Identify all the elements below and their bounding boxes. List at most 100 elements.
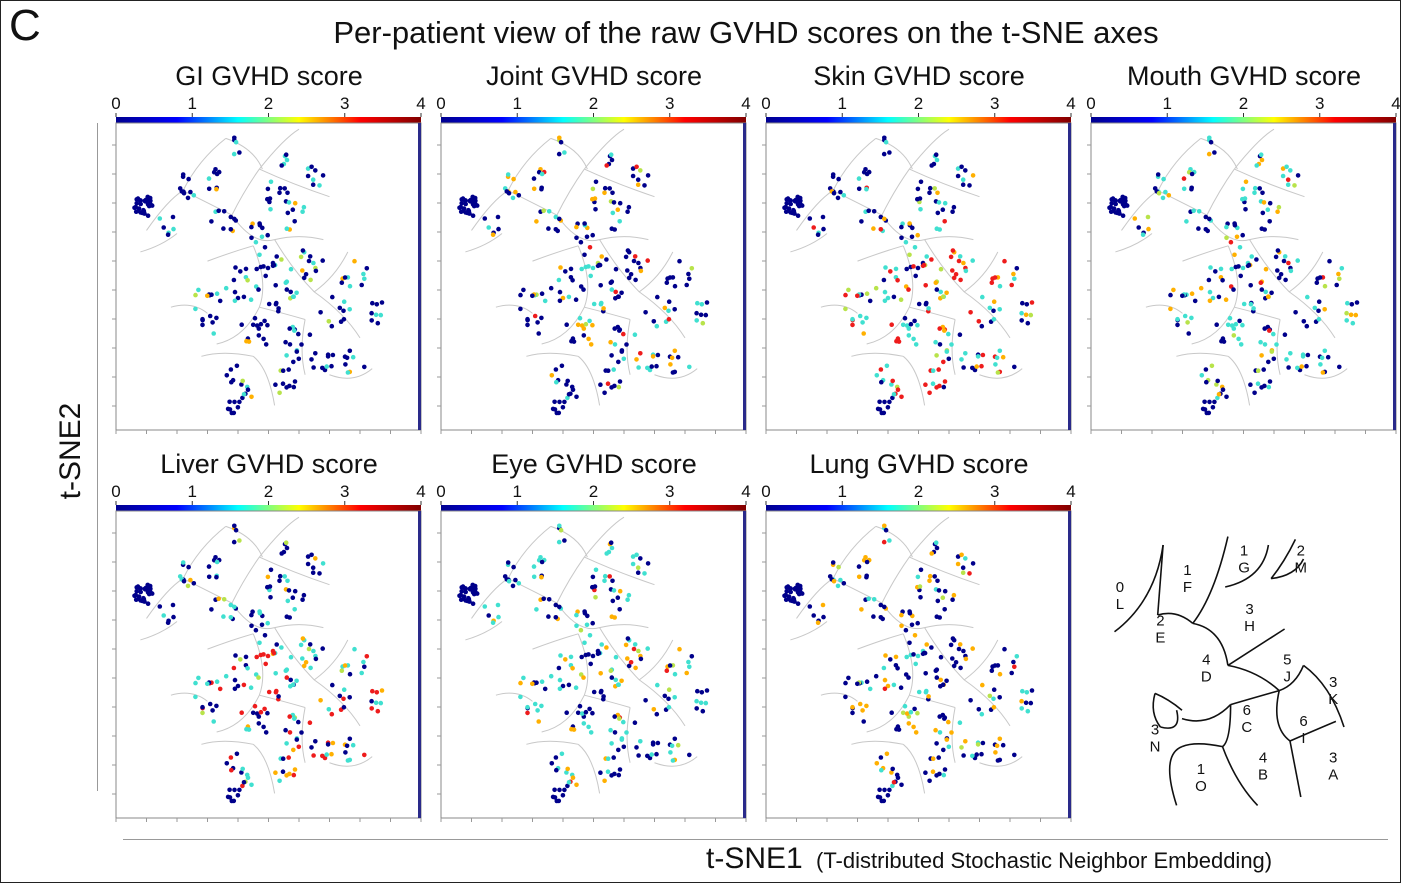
data-point: [923, 301, 929, 307]
data-point: [261, 264, 266, 269]
data-point: [811, 225, 816, 230]
data-point: [970, 646, 975, 651]
data-point: [598, 382, 603, 388]
data-point: [148, 198, 153, 204]
data-point: [944, 349, 950, 354]
data-point: [1248, 382, 1253, 388]
colorbar-edge-strip: [418, 123, 421, 430]
region-id: 0: [1116, 579, 1124, 596]
data-point: [234, 363, 240, 369]
data-point: [607, 186, 612, 191]
data-point: [632, 720, 638, 725]
data-point: [288, 654, 294, 660]
data-point: [341, 299, 347, 305]
panel-title: Joint GVHD score: [486, 61, 702, 91]
region-boundary: [526, 352, 579, 357]
data-point: [1300, 354, 1306, 359]
data-point: [298, 254, 304, 260]
data-point: [581, 721, 587, 726]
data-point: [1237, 318, 1242, 324]
data-point: [1278, 272, 1284, 277]
region-boundary: [550, 137, 588, 170]
data-point: [239, 770, 244, 775]
region-id: 1: [1183, 562, 1191, 579]
data-point: [191, 193, 197, 198]
data-point: [325, 354, 331, 359]
data-point: [518, 694, 523, 700]
data-point: [539, 315, 544, 321]
data-point: [313, 268, 319, 274]
data-point: [245, 666, 250, 671]
data-point: [252, 315, 258, 321]
data-point: [542, 298, 548, 304]
data-point: [546, 614, 551, 619]
data-point: [894, 338, 899, 344]
data-point: [570, 278, 575, 283]
data-point: [206, 186, 212, 192]
data-point: [1209, 363, 1215, 369]
region-boundary: [274, 239, 315, 293]
colorbar-tick-label: 3: [990, 482, 999, 501]
data-point: [935, 598, 941, 604]
region-boundary: [258, 516, 300, 558]
data-point: [634, 552, 639, 558]
data-point: [917, 196, 923, 201]
data-point: [171, 614, 176, 620]
data-point: [581, 287, 586, 292]
data-point: [617, 379, 623, 384]
data-point: [1283, 277, 1288, 283]
data-point: [362, 276, 367, 282]
region-boundary: [881, 168, 910, 216]
data-point: [951, 275, 957, 281]
region-boundary: [507, 137, 552, 191]
data-point: [601, 694, 606, 699]
data-point: [237, 787, 242, 793]
data-point: [841, 193, 847, 198]
data-point: [1316, 317, 1322, 322]
data-point: [359, 670, 365, 676]
data-point: [563, 269, 568, 274]
panel-title: Eye GVHD score: [491, 449, 697, 479]
data-point: [1254, 257, 1259, 262]
data-point: [495, 602, 501, 608]
data-point: [638, 268, 644, 274]
data-point: [254, 266, 259, 272]
data-point: [525, 322, 530, 328]
data-point: [625, 268, 630, 273]
data-point: [265, 710, 270, 716]
data-point: [937, 326, 942, 331]
data-point: [1252, 190, 1257, 196]
colorbar: [441, 505, 746, 511]
data-point: [608, 727, 613, 733]
data-point: [915, 265, 921, 271]
data-point: [196, 675, 201, 681]
data-point: [940, 294, 946, 300]
data-point: [938, 677, 943, 683]
data-point: [273, 770, 278, 775]
data-point: [511, 564, 516, 570]
data-point: [882, 135, 887, 141]
data-point: [214, 291, 220, 297]
data-point: [997, 348, 1003, 354]
data-point: [285, 578, 290, 584]
data-point: [932, 186, 937, 191]
data-point: [879, 767, 884, 773]
data-point: [942, 716, 947, 721]
data-point: [967, 183, 972, 188]
data-point: [470, 202, 476, 207]
data-point: [157, 604, 163, 609]
data-point: [266, 301, 272, 307]
data-point: [279, 257, 284, 262]
data-point: [957, 642, 963, 647]
data-point: [341, 308, 346, 314]
data-point: [306, 646, 312, 652]
data-point: [785, 196, 791, 201]
data-point: [843, 694, 848, 700]
data-point: [145, 601, 151, 606]
data-point: [941, 359, 946, 365]
data-point: [490, 232, 496, 237]
data-point: [1316, 308, 1321, 314]
region-map-boundary: [1221, 704, 1232, 748]
